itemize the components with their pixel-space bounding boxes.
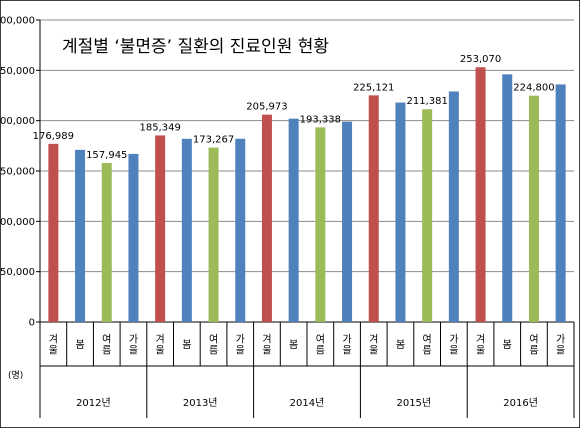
- x-tick-label: 봄: [289, 339, 298, 351]
- bar: [101, 163, 112, 322]
- bar: [128, 153, 139, 322]
- year-group-label: 2016년: [503, 397, 538, 409]
- bar: [528, 95, 539, 323]
- year-group-label: 2013년: [183, 397, 218, 409]
- axes: [36, 19, 575, 418]
- y-tick-label: 50,000: [0, 267, 35, 278]
- bar: [395, 102, 406, 323]
- year-group-label: 2015년: [396, 397, 431, 409]
- chart-title: 계절별 ‘불면증’ 질환의 진료인원 현황: [62, 37, 329, 57]
- data-label: 173,267: [193, 135, 234, 146]
- title-background: [52, 28, 404, 60]
- data-label: 253,070: [460, 54, 501, 65]
- bar: [475, 67, 486, 323]
- bar: [288, 118, 299, 322]
- bar: [448, 91, 459, 323]
- x-tick-label: 봄: [503, 339, 512, 351]
- bar: [422, 109, 433, 322]
- year-group-label: 2014년: [290, 397, 325, 409]
- bar: [75, 149, 86, 322]
- data-label: 211,381: [406, 96, 447, 107]
- bar: [208, 147, 219, 322]
- x-tick-label: 봄: [396, 339, 405, 351]
- y-tick-label: 250,000: [0, 66, 35, 77]
- chart-title-group: 계절별 ‘불면증’ 질환의 진료인원 현황: [52, 28, 404, 60]
- x-tick-label: 봄: [182, 339, 191, 351]
- y-tick-label: 200,000: [0, 116, 35, 127]
- unit-label: (명): [8, 370, 23, 381]
- labels: 0 50,000 100,000 150,000 200,000 250,000 300,0…: [0, 16, 565, 410]
- data-label: 157,945: [86, 150, 127, 161]
- y-tick-label: 100,000: [0, 217, 35, 228]
- data-label: 205,973: [246, 102, 287, 113]
- y-tick-label: 0: [29, 318, 35, 329]
- bar: [315, 127, 326, 322]
- y-tick-label: 150,000: [0, 167, 35, 178]
- data-label: 224,800: [513, 83, 554, 94]
- data-label: 185,349: [139, 122, 180, 133]
- bar: [181, 138, 192, 322]
- data-label: 193,338: [300, 114, 341, 125]
- bar: [555, 84, 566, 322]
- bar: [342, 121, 353, 322]
- bar: [48, 143, 59, 322]
- bar: [235, 138, 246, 322]
- data-label: 225,121: [353, 82, 394, 93]
- bar: [368, 95, 379, 322]
- bar: [502, 74, 513, 322]
- bars: [48, 67, 566, 323]
- x-tick-label: 봄: [75, 339, 84, 351]
- bar: [261, 114, 272, 323]
- y-tick-label: 300,000: [0, 16, 35, 27]
- data-label: 176,989: [33, 131, 74, 142]
- year-group-label: 2012년: [76, 397, 111, 409]
- bar: [155, 135, 166, 322]
